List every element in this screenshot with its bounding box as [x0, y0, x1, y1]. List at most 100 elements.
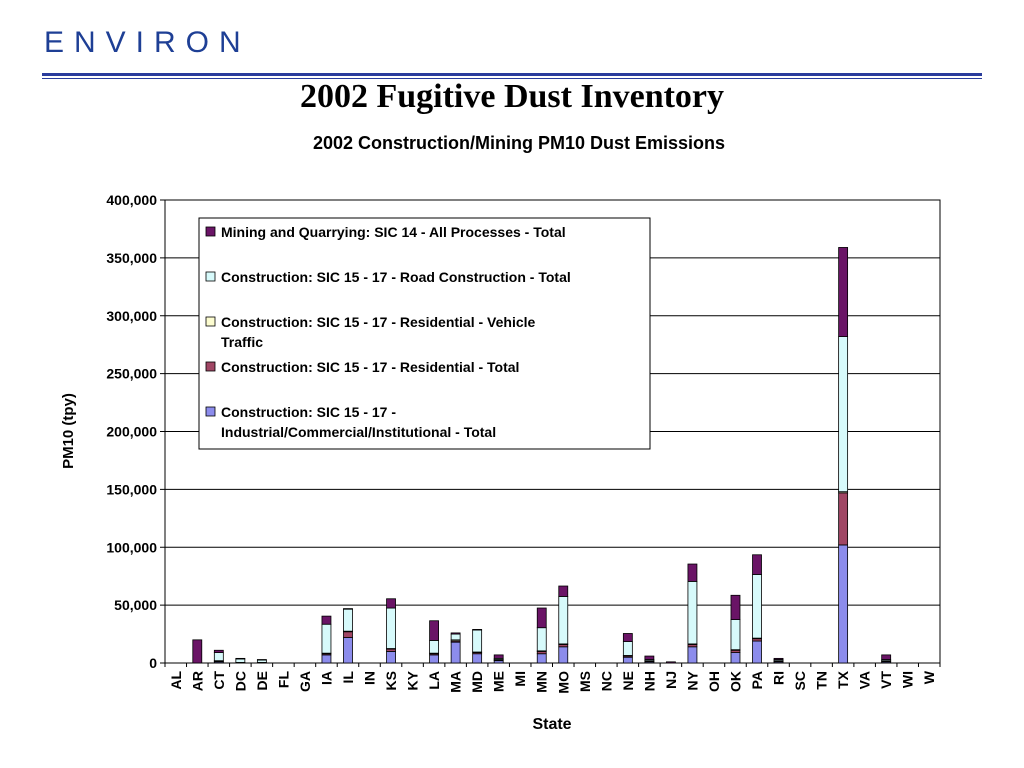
x-tick-label: WI — [900, 671, 916, 688]
legend-swatch-s3 — [205, 271, 216, 282]
y-tick-label: 350,000 — [106, 250, 157, 266]
bar-segment-de-s4 — [256, 659, 267, 661]
bar-segment-ny-s3 — [687, 580, 698, 645]
x-tick-label: AR — [189, 671, 205, 691]
bar-segment-ri-s4 — [773, 657, 784, 660]
x-tick-label: VA — [857, 671, 873, 689]
x-tick-label: MO — [555, 671, 571, 694]
bar-segment-ks-s0 — [386, 651, 396, 664]
y-axis-label: PM10 (tpy) — [60, 393, 77, 469]
bar-segment-tx-s4 — [838, 247, 849, 337]
x-tick-label: NE — [620, 671, 636, 690]
chart-title: 2002 Construction/Mining PM10 Dust Emiss… — [313, 133, 725, 153]
bar-segment-md-s0 — [472, 653, 483, 664]
bar-segment-me-s4 — [493, 654, 504, 659]
bar-segment-tx-s0 — [838, 544, 849, 664]
legend-swatch-s1 — [205, 361, 216, 372]
bar-segment-la-s4 — [429, 620, 439, 641]
bar-segment-la-s3 — [429, 640, 439, 654]
bar-segment-mo-s3 — [558, 596, 569, 645]
bar-segment-pa-s3 — [752, 574, 762, 639]
x-tick-label: AL — [168, 671, 184, 690]
bar-segment-il-s4 — [343, 608, 353, 610]
x-tick-label: PA — [749, 671, 765, 689]
x-tick-label: DC — [232, 671, 248, 691]
bar-segment-ma-s4 — [450, 632, 461, 635]
x-tick-label: DE — [254, 671, 270, 690]
bar-segment-dc-s4 — [235, 657, 246, 660]
y-tick-label: 0 — [149, 655, 157, 671]
x-tick-label: LA — [426, 671, 442, 690]
x-tick-label: KY — [405, 670, 421, 690]
bar-segment-tx-s3 — [838, 336, 849, 493]
y-tick-label: 100,000 — [106, 539, 157, 555]
legend-box — [198, 217, 651, 450]
bar-segment-ma-s3 — [450, 633, 461, 641]
bar-segment-dc-s3 — [235, 658, 246, 663]
x-tick-label: FL — [275, 671, 291, 689]
bar-segment-il-s1 — [343, 631, 353, 638]
x-tick-label: MA — [448, 671, 464, 693]
bar-segment-pa-s4 — [752, 554, 762, 575]
slide-title: 2002 Fugitive Dust Inventory — [299, 78, 725, 115]
bar-segment-md-s3 — [472, 629, 483, 653]
bar-segment-la-s0 — [429, 654, 439, 664]
x-tick-label: OK — [727, 671, 743, 692]
bar-segment-ny-s4 — [687, 563, 698, 582]
header-rule-thin — [42, 78, 982, 79]
x-tick-label: MN — [534, 671, 550, 693]
x-tick-label: MD — [469, 671, 485, 693]
bar-segment-ok-s4 — [730, 594, 741, 620]
bar-segment-ar-s4 — [192, 639, 203, 664]
bar-segment-ok-s0 — [730, 652, 741, 664]
bar-segment-ia-s4 — [321, 615, 332, 625]
x-tick-label: W — [921, 670, 937, 684]
y-tick-label: 250,000 — [106, 366, 157, 382]
bar-segment-nj-s4 — [666, 661, 676, 664]
bar-segment-ny-s0 — [687, 646, 698, 664]
bar-segment-tx-s1 — [838, 492, 849, 546]
x-tick-label: VT — [878, 671, 894, 689]
legend-label-s0: Construction: SIC 15 - 17 -Industrial/Co… — [221, 404, 496, 440]
bar-segment-il-s3 — [343, 608, 353, 632]
bar-segment-mn-s3 — [536, 627, 547, 652]
x-tick-label: OH — [706, 671, 722, 692]
bar-segment-vt-s4 — [881, 654, 892, 660]
x-tick-label: NC — [598, 671, 614, 691]
bar-segment-il-s0 — [343, 637, 353, 664]
legend-label-s2: Construction: SIC 15 - 17 - Residential … — [221, 314, 536, 350]
environ-logo: ENVIRON — [44, 26, 251, 59]
bar-segment-mn-s4 — [536, 607, 547, 629]
y-tick-label: 150,000 — [106, 481, 157, 497]
x-tick-label: KS — [383, 671, 399, 690]
bar-segment-ks-s3 — [386, 607, 396, 649]
bar-segment-ia-s0 — [321, 654, 332, 664]
bar-segment-md-s4 — [472, 629, 483, 631]
legend-swatch-s4 — [205, 226, 216, 237]
bar-segment-ia-s3 — [321, 623, 332, 654]
bar-segment-ks-s4 — [386, 598, 396, 609]
x-tick-label: TN — [814, 671, 830, 690]
x-tick-label: NH — [641, 671, 657, 691]
bar-segment-mo-s0 — [558, 646, 569, 664]
bar-segment-mo-s4 — [558, 585, 569, 597]
bar-segment-mn-s0 — [536, 653, 547, 664]
bar-segment-ok-s3 — [730, 619, 741, 651]
legend-label-s3: Construction: SIC 15 - 17 - Road Constru… — [221, 269, 571, 285]
bar-segment-ne-s0 — [622, 656, 633, 664]
x-tick-label: NJ — [663, 671, 679, 689]
bar-segment-ct-s4 — [213, 649, 224, 653]
y-tick-label: 200,000 — [106, 424, 157, 440]
x-axis-label: State — [532, 716, 571, 733]
x-tick-label: RI — [771, 671, 787, 685]
legend-swatch-s0 — [205, 406, 216, 417]
bar-segment-ma-s0 — [450, 641, 461, 664]
x-tick-label: SC — [792, 671, 808, 690]
bar-segment-ne-s3 — [622, 641, 633, 656]
legend-label-s1: Construction: SIC 15 - 17 - Residential … — [221, 359, 519, 375]
x-tick-label: IL — [340, 671, 356, 684]
x-tick-label: IN — [362, 671, 378, 685]
bar-segment-ne-s4 — [622, 633, 633, 642]
x-tick-label: MS — [577, 671, 593, 692]
bar-segment-nh-s4 — [644, 655, 655, 660]
